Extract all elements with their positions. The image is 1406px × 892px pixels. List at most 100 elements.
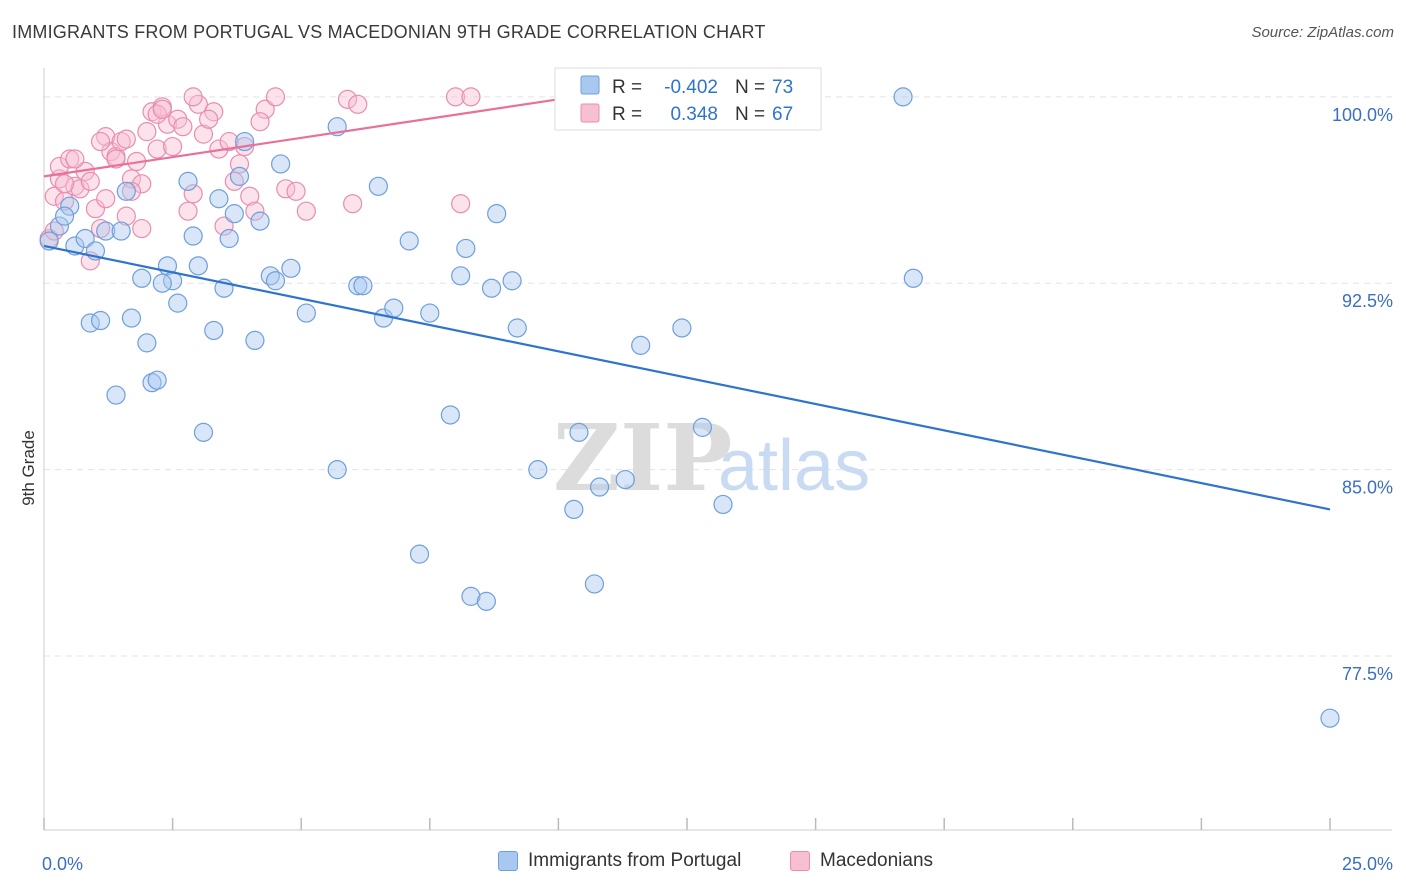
macedonians-point-57	[163, 136, 183, 157]
macedonians-point-28	[183, 184, 203, 204]
macedonians-point-24	[157, 114, 178, 134]
macedonians-point-37	[245, 201, 265, 221]
portugal-point-61	[615, 469, 635, 490]
macedonians-point-36	[240, 186, 260, 206]
macedonians-point-49	[54, 174, 75, 194]
macedonians-point-47	[461, 87, 481, 107]
series-portugal-points	[39, 87, 1340, 728]
portugal-point-45	[409, 544, 430, 564]
portugal-point-14	[142, 373, 162, 393]
portugal-point-69	[1320, 708, 1340, 728]
portugal-point-72	[54, 206, 75, 226]
portugal-point-6	[90, 310, 111, 331]
legend-swatch-pink	[580, 103, 600, 123]
macedonians-point-10	[85, 199, 106, 219]
chart-source: Source: ZipAtlas.com	[1251, 24, 1394, 41]
portugal-point-51	[476, 591, 496, 611]
portugal-point-52	[481, 278, 502, 298]
portugal-point-4	[75, 228, 95, 249]
macedonians-trend-line	[43, 98, 559, 178]
macedonians-point-7	[70, 179, 90, 199]
y-axis-title: 9th Grade	[19, 430, 38, 506]
macedonians-point-38	[255, 99, 275, 119]
portugal-point-71	[152, 273, 172, 293]
macedonians-point-43	[337, 89, 358, 109]
legend-swatch-portugal	[498, 851, 518, 871]
macedonians-point-59	[199, 109, 219, 129]
legend-r-value-1: -0.402	[664, 77, 718, 98]
macedonians-point-16	[116, 206, 136, 226]
legend-n-label-2: N =	[735, 104, 765, 125]
macedonians-point-26	[173, 117, 193, 137]
macedonians-point-55	[132, 218, 152, 239]
series-legend: Immigrants from Portugal Macedonians	[0, 850, 1406, 880]
y-tick-label-2: 85.0%	[1342, 478, 1393, 498]
legend-item-portugal: Immigrants from Portugal	[498, 850, 741, 872]
y-tick-label-0: 100.0%	[1332, 105, 1393, 125]
macedonians-point-54	[121, 181, 142, 201]
macedonians-point-53	[106, 149, 126, 169]
macedonians-point-60	[214, 216, 234, 236]
portugal-point-34	[271, 154, 291, 174]
macedonians-point-52	[96, 189, 116, 209]
portugal-point-55	[507, 318, 527, 338]
macedonians-point-58	[183, 87, 203, 107]
macedonians-point-50	[65, 149, 85, 169]
macedonians-point-33	[219, 131, 239, 152]
portugal-point-40	[353, 276, 373, 296]
macedonians-point-3	[49, 156, 70, 177]
y-tick-label-3: 77.5%	[1342, 664, 1393, 684]
portugal-point-63	[672, 318, 692, 338]
portugal-point-13	[137, 333, 157, 353]
watermark: ZIP atlas	[553, 404, 870, 512]
portugal-point-48	[451, 266, 471, 286]
portugal-point-7	[96, 221, 116, 241]
macedonians-point-5	[60, 149, 80, 169]
portugal-point-19	[178, 171, 198, 191]
macedonians-point-20	[137, 122, 157, 142]
portugal-point-11	[121, 308, 142, 328]
portugal-point-57	[564, 499, 584, 520]
portugal-point-46	[420, 303, 440, 323]
portugal-point-21	[188, 256, 208, 276]
macedonians-point-15	[111, 131, 131, 152]
portugal-point-15	[147, 370, 167, 390]
trend-lines	[43, 98, 1331, 511]
macedonians-point-22	[147, 139, 167, 159]
portugal-point-43	[384, 298, 404, 318]
macedonians-point-63	[90, 131, 111, 152]
portugal-point-59	[584, 574, 605, 594]
watermark-atlas: atlas	[718, 426, 870, 506]
portugal-point-44	[399, 231, 419, 251]
y-tick-label-1: 92.5%	[1342, 291, 1393, 311]
portugal-point-56	[528, 460, 548, 480]
macedonians-point-41	[286, 181, 306, 201]
macedonians-point-30	[193, 124, 214, 144]
macedonians-point-65	[152, 99, 172, 119]
macedonians-point-46	[445, 87, 466, 107]
macedonians-point-66	[451, 194, 471, 214]
portugal-point-41	[368, 176, 388, 196]
portugal-point-33	[265, 271, 286, 291]
macedonians-point-42	[296, 201, 316, 221]
portugal-point-26	[219, 228, 239, 249]
portugal-trend-line	[43, 244, 1331, 511]
legend-swatch-macedonians	[790, 851, 810, 871]
legend-n-label-1: N =	[735, 77, 765, 98]
portugal-point-49	[456, 238, 476, 259]
legend-swatch-blue	[580, 75, 600, 95]
legend-label-macedonians: Macedonians	[820, 850, 934, 871]
portugal-point-65	[713, 494, 733, 515]
portugal-point-10	[116, 181, 136, 201]
portugal-point-20	[183, 226, 203, 246]
macedonians-point-27	[178, 201, 198, 221]
portugal-point-53	[487, 204, 507, 224]
legend-r-value-2: 0.348	[670, 104, 718, 125]
portugal-point-31	[250, 211, 270, 231]
macedonians-point-45	[348, 94, 368, 114]
series-macedonians-points	[39, 87, 481, 271]
macedonians-point-62	[250, 112, 270, 132]
macedonians-point-9	[80, 171, 100, 191]
portugal-point-27	[224, 204, 244, 224]
